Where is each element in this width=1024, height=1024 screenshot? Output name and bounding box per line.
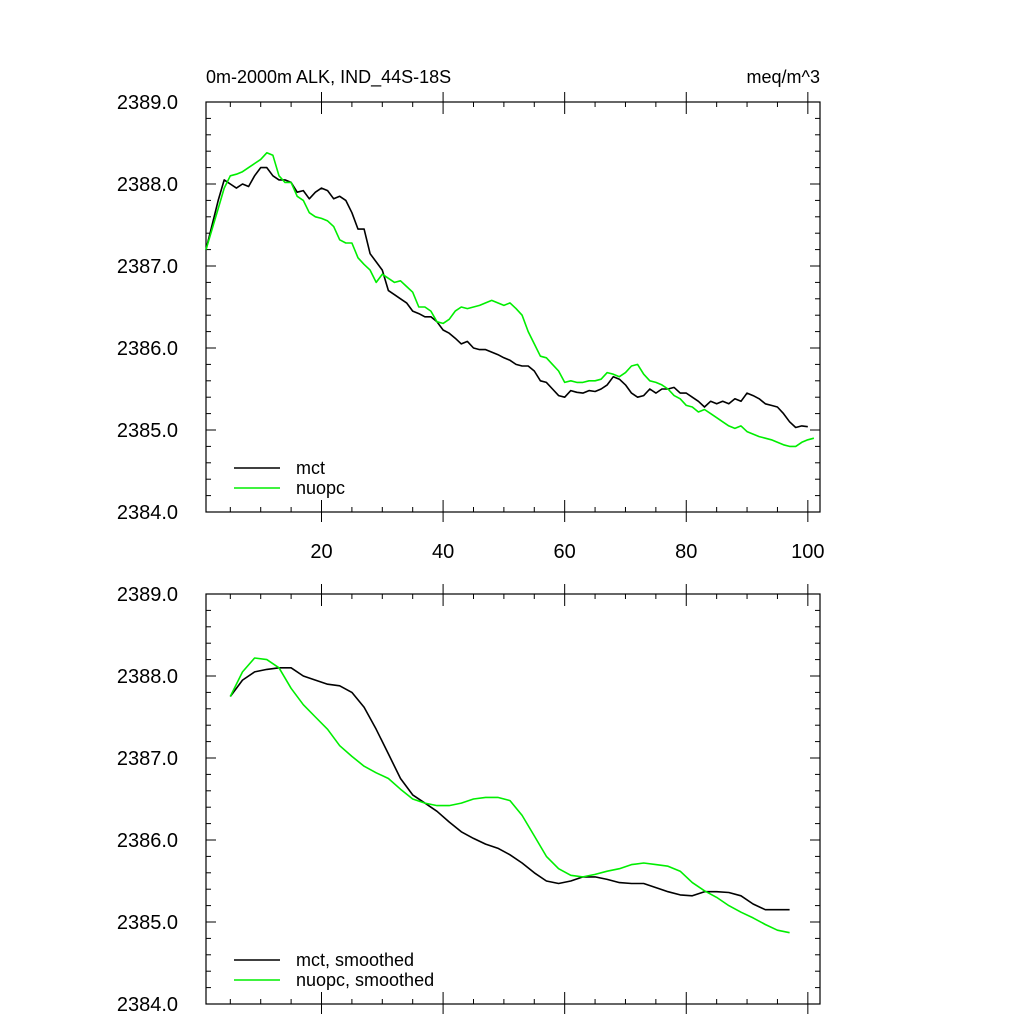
y-tick-label: 2389.0	[117, 92, 178, 114]
plot-frame	[205, 101, 821, 513]
y-tick-label: 2385.0	[117, 420, 178, 442]
y-tick-label: 2384.0	[117, 994, 178, 1016]
x-tick-label: 60	[554, 541, 576, 563]
x-tick-label: 80	[675, 541, 697, 563]
x-tick-label: 40	[432, 541, 454, 563]
figure-units: meq/m^3	[747, 67, 820, 87]
panel-smoothed: 2384.0 2385.0 2386.0 2387.0 2388.0 2389.0 mct,…	[117, 584, 821, 1016]
legend-label: nuopc, smoothed	[296, 970, 434, 990]
x-tick-label: 100	[791, 541, 824, 563]
series-line-1	[205, 152, 815, 448]
y-tick-label: 2387.0	[117, 748, 178, 770]
y-tick-label: 2385.0	[117, 912, 178, 934]
y-tick-label: 2384.0	[117, 502, 178, 524]
panel-raw: 2384.0 2385.0 2386.0 2387.0 2388.0 2389.0 20 40…	[117, 92, 825, 563]
plot-frame	[205, 593, 821, 1005]
y-tick-label: 2388.0	[117, 666, 178, 688]
y-tick-label: 2389.0	[117, 584, 178, 606]
legend-label: mct, smoothed	[296, 950, 414, 970]
series-line-1	[229, 657, 790, 934]
figure-title: 0m-2000m ALK, IND_44S-18S	[206, 67, 451, 88]
y-tick-label: 2386.0	[117, 338, 178, 360]
y-tick-label: 2388.0	[117, 174, 178, 196]
series-line-0	[205, 166, 808, 429]
series-line-0	[229, 666, 790, 911]
y-tick-label: 2387.0	[117, 256, 178, 278]
x-tick-label: 20	[310, 541, 332, 563]
y-tick-label: 2386.0	[117, 830, 178, 852]
legend-label: mct	[296, 458, 325, 478]
legend-label: nuopc	[296, 478, 345, 498]
